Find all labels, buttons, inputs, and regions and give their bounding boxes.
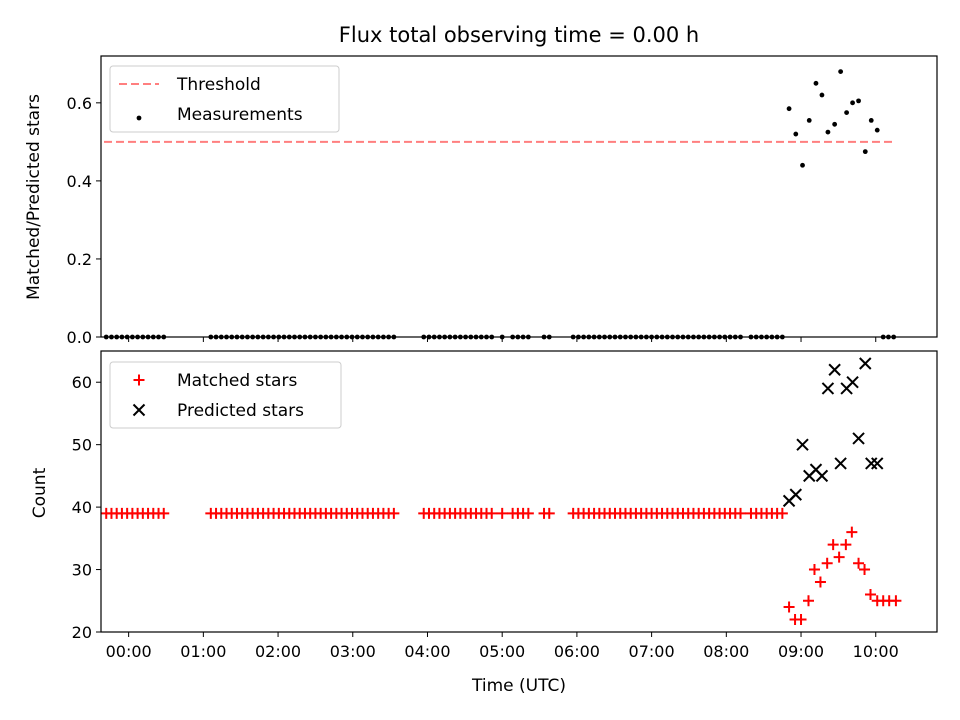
- data-point: [853, 557, 865, 569]
- data-point: [856, 98, 861, 104]
- data-point: [735, 507, 747, 519]
- legend-label: Threshold: [176, 75, 261, 95]
- data-point: [834, 457, 847, 470]
- x-tick-label: 01:00: [180, 642, 226, 661]
- data-point: [852, 432, 865, 445]
- data-point: [821, 382, 835, 395]
- data-point: [846, 376, 859, 389]
- data-point: [783, 601, 795, 613]
- x-tick-label: 04:00: [404, 642, 450, 661]
- x-tick-label: 10:00: [853, 642, 899, 661]
- y-tick-label: 20: [72, 623, 92, 642]
- data-point: [825, 129, 831, 135]
- legend-label: Predicted stars: [177, 401, 304, 421]
- data-point: [388, 507, 400, 519]
- axes-frame: [100, 55, 938, 338]
- legend-dot-swatch: [136, 115, 142, 121]
- data-point: [793, 131, 799, 137]
- data-point: [800, 162, 805, 168]
- legend-label: Measurements: [177, 105, 303, 125]
- bottom-y-axis-label: Count: [30, 467, 50, 518]
- y-tick-label: 0.6: [67, 94, 92, 113]
- y-tick-label: 0.4: [67, 172, 92, 191]
- data-point: [846, 526, 858, 538]
- legend-box: [109, 361, 342, 429]
- data-point: [522, 507, 534, 519]
- data-point: [158, 507, 170, 519]
- top-panel: 0.0 0.2 0.4 0.6 Threshold Measurements: [67, 55, 938, 347]
- legend-label: Matched stars: [177, 371, 297, 391]
- data-point: [859, 564, 871, 576]
- series-matched-stars: [100, 507, 902, 626]
- data-point: [844, 110, 850, 115]
- data-point: [806, 117, 812, 123]
- data-point: [865, 589, 877, 601]
- data-point: [786, 106, 792, 112]
- x-tick-label: 02:00: [255, 642, 301, 661]
- data-point: [833, 551, 845, 563]
- data-point: [832, 121, 838, 127]
- y-tick-label: 50: [72, 436, 92, 455]
- data-point: [868, 117, 874, 123]
- y-tick-label: 0.0: [67, 328, 92, 347]
- top-y-axis-label: Matched/Predicted stars: [24, 94, 44, 300]
- data-point: [789, 488, 803, 501]
- data-point: [486, 507, 498, 519]
- data-point: [795, 614, 807, 626]
- x-tick-label: 07:00: [629, 642, 675, 661]
- data-point: [803, 595, 814, 607]
- data-point: [808, 564, 820, 576]
- bottom-panel: 00:00 01:00 02:00 03:00 04:00 05:00 06:00 07:00…: [72, 350, 938, 661]
- data-point: [827, 539, 839, 551]
- x-tick-label: 03:00: [330, 642, 376, 661]
- data-point: [543, 507, 555, 519]
- data-point: [890, 595, 902, 607]
- chart-title: Flux total observing time = 0.00 h: [339, 23, 699, 47]
- data-point: [819, 92, 825, 98]
- legend-x-swatch: [132, 403, 146, 417]
- data-point: [874, 127, 880, 133]
- x-tick-label: 09:00: [778, 642, 824, 661]
- x-tick-label: 00:00: [106, 642, 152, 661]
- x-tick-label: 06:00: [554, 642, 600, 661]
- data-point: [776, 507, 788, 519]
- data-point: [796, 438, 809, 451]
- data-point: [840, 539, 852, 551]
- data-point: [815, 469, 829, 483]
- data-point: [814, 576, 826, 588]
- data-point: [862, 149, 868, 155]
- data-point: [821, 557, 833, 569]
- data-point: [871, 457, 884, 470]
- x-tick-label: 08:00: [703, 642, 749, 661]
- data-point: [850, 100, 855, 106]
- y-tick-label: 60: [72, 373, 92, 392]
- legend-box: [109, 65, 340, 133]
- x-tick-label: 05:00: [479, 642, 525, 661]
- legend: Threshold Measurements: [109, 65, 340, 133]
- data-point: [813, 80, 819, 86]
- legend-plus-swatch: [133, 374, 145, 386]
- data-point: [496, 507, 508, 519]
- y-tick-label: 40: [72, 498, 92, 517]
- y-tick-label: 0.2: [67, 250, 92, 269]
- legend: Matched stars Predicted stars: [109, 361, 342, 429]
- series-predicted-stars: [782, 357, 884, 508]
- data-point: [828, 363, 841, 376]
- axes-frame: [100, 350, 938, 633]
- x-axis-label: Time (UTC): [471, 676, 566, 696]
- y-tick-label: 30: [72, 561, 92, 580]
- data-point: [859, 357, 872, 370]
- data-point: [838, 69, 844, 75]
